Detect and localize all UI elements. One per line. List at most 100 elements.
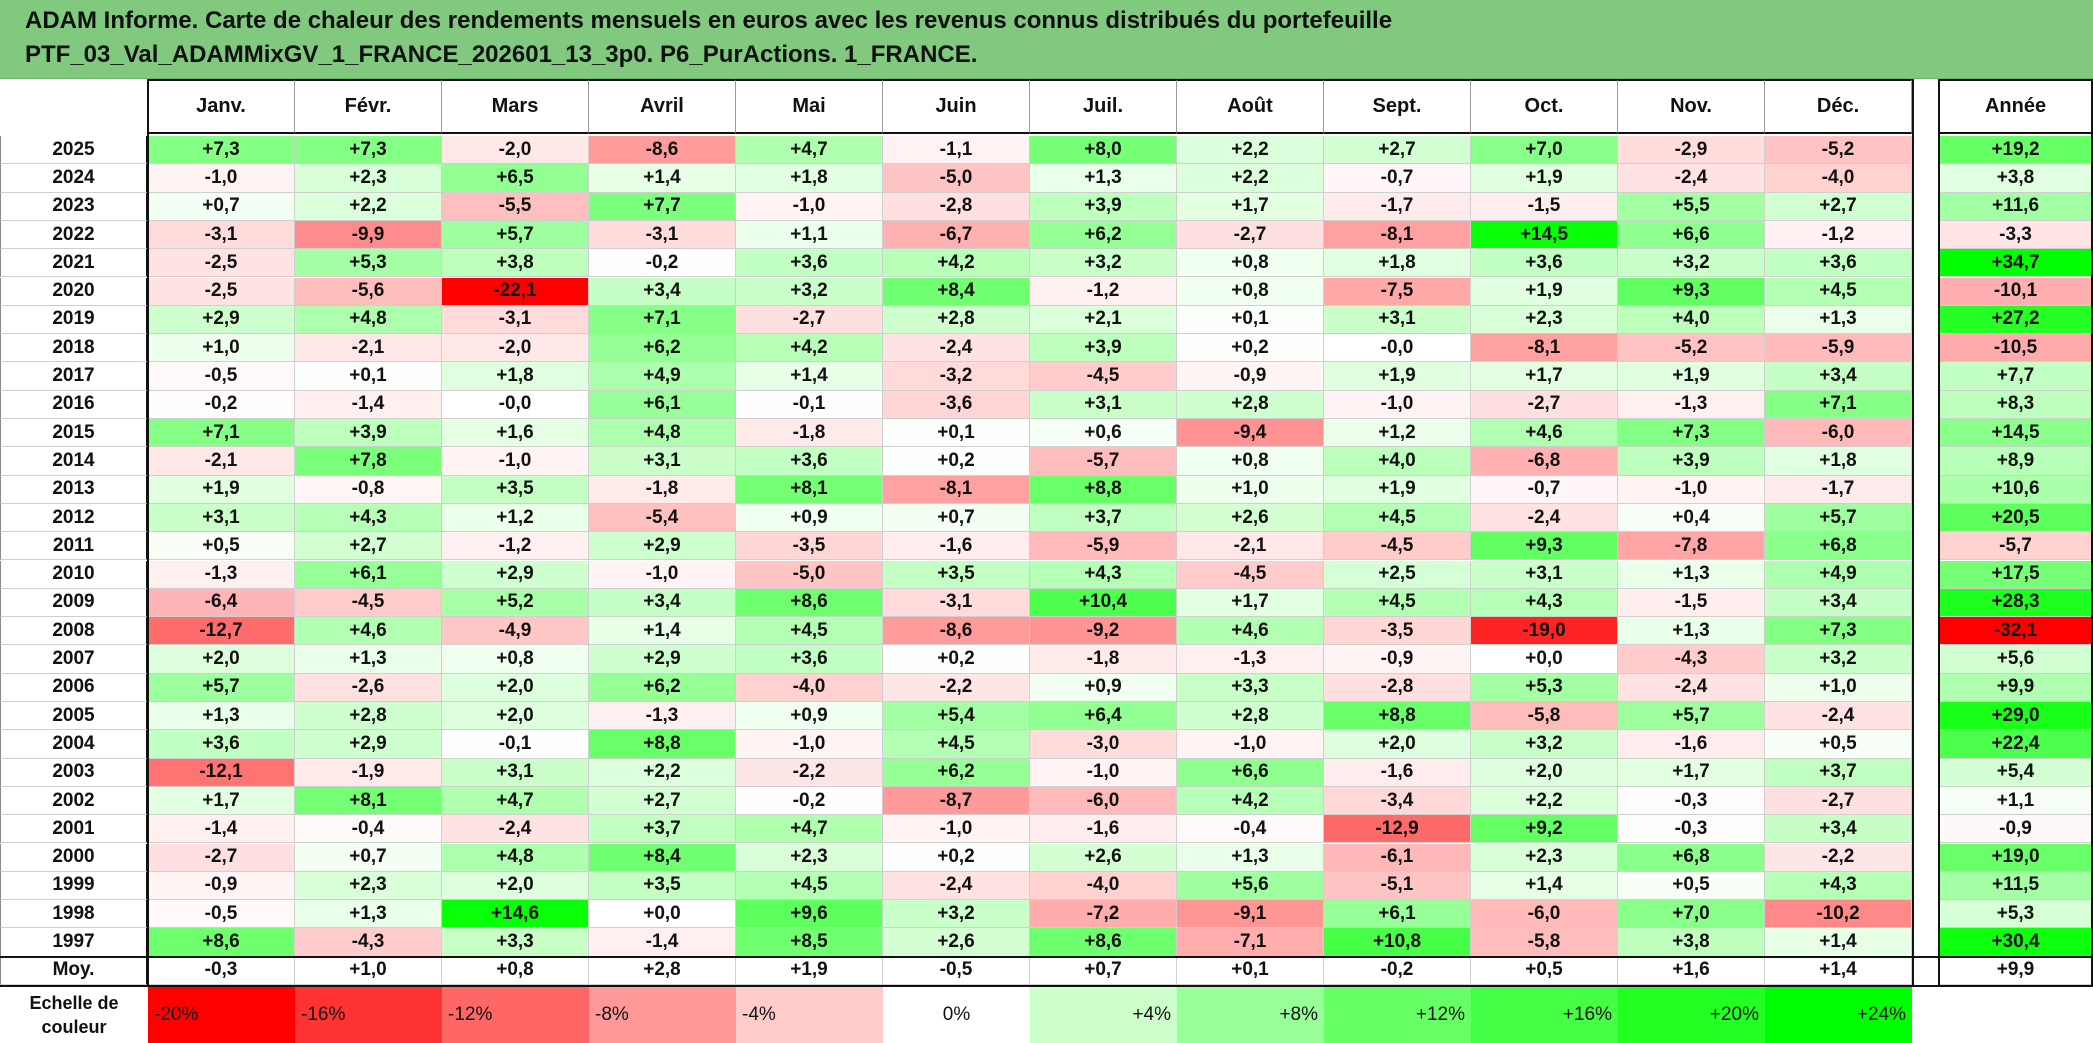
heat-cell: +6,6 bbox=[1177, 758, 1324, 787]
heat-cell: -6,8 bbox=[1471, 447, 1618, 476]
heat-cell: +2,2 bbox=[295, 192, 442, 221]
heat-cell: +2,3 bbox=[1471, 305, 1618, 335]
heat-cell: +2,7 bbox=[589, 786, 736, 816]
heat-cell: -9,1 bbox=[1177, 900, 1324, 929]
heat-cell: +3,4 bbox=[1765, 362, 1912, 391]
heat-cell: +14,6 bbox=[442, 900, 589, 929]
heat-cell: +1,3 bbox=[148, 702, 295, 731]
color-scale-step: +8% bbox=[1177, 987, 1324, 1043]
heat-cell: -5,9 bbox=[1030, 532, 1177, 561]
heat-cell: -0,2 bbox=[589, 249, 736, 278]
heat-cell: -1,2 bbox=[1765, 220, 1912, 250]
heat-cell: -0,3 bbox=[1618, 815, 1765, 844]
heat-cell: -0,2 bbox=[736, 786, 883, 816]
heat-cell: -6,1 bbox=[1324, 843, 1471, 872]
year-label: 2000 bbox=[0, 843, 148, 872]
heat-cell: +6,2 bbox=[883, 758, 1030, 787]
heat-cell: +4,8 bbox=[442, 843, 589, 872]
heat-cell: -1,7 bbox=[1765, 475, 1912, 504]
heat-cell: -0,4 bbox=[1177, 815, 1324, 844]
color-scale-step: -4% bbox=[736, 987, 883, 1043]
average-cell: +1,9 bbox=[736, 956, 883, 985]
heat-cell: +0,5 bbox=[1765, 730, 1912, 759]
heat-cell: -0,9 bbox=[1177, 362, 1324, 391]
heat-cell: -0,4 bbox=[295, 815, 442, 844]
heat-cell: -5,1 bbox=[1324, 871, 1471, 901]
heat-cell: +4,0 bbox=[1618, 305, 1765, 335]
heat-cell: -2,9 bbox=[1618, 136, 1765, 165]
heat-cell: -0,9 bbox=[1324, 645, 1471, 674]
heat-cell: +4,5 bbox=[736, 617, 883, 646]
heat-cell: +1,3 bbox=[295, 900, 442, 929]
heat-cell: +0,0 bbox=[1471, 645, 1618, 674]
heat-cell: +3,6 bbox=[148, 730, 295, 759]
heat-cell: +6,6 bbox=[1618, 220, 1765, 250]
year-label: 2012 bbox=[0, 503, 148, 533]
heat-cell: -2,1 bbox=[295, 334, 442, 363]
heat-cell: +2,6 bbox=[1177, 503, 1324, 533]
heat-cell: +1,8 bbox=[442, 362, 589, 391]
heat-cell: +3,2 bbox=[1471, 730, 1618, 759]
heat-cell: +8,5 bbox=[736, 928, 883, 957]
heat-cell: -2,0 bbox=[442, 334, 589, 363]
heat-cell: +5,3 bbox=[1471, 673, 1618, 702]
year-total-cell: +14,5 bbox=[1939, 419, 2093, 448]
heat-cell: -2,4 bbox=[883, 334, 1030, 363]
heat-cell: -0,0 bbox=[442, 390, 589, 419]
heat-cell: -2,2 bbox=[736, 758, 883, 787]
heat-cell: +3,7 bbox=[1765, 758, 1912, 787]
heat-cell: +1,9 bbox=[148, 475, 295, 504]
heat-cell: +1,6 bbox=[442, 419, 589, 448]
heat-cell: -1,5 bbox=[1471, 192, 1618, 221]
heat-cell: -0,3 bbox=[1618, 786, 1765, 816]
heat-cell: -1,9 bbox=[295, 758, 442, 787]
color-scale-step: +4% bbox=[1030, 987, 1177, 1043]
heat-cell: +3,1 bbox=[1324, 305, 1471, 335]
heat-cell: +4,5 bbox=[1765, 277, 1912, 306]
heat-cell: +0,4 bbox=[1618, 503, 1765, 533]
heat-cell: +4,5 bbox=[883, 730, 1030, 759]
year-label: 2011 bbox=[0, 532, 148, 561]
heat-cell: -3,1 bbox=[589, 220, 736, 250]
heat-cell: +3,1 bbox=[1030, 390, 1177, 419]
heat-cell: -2,5 bbox=[148, 277, 295, 306]
heat-cell: +3,6 bbox=[736, 645, 883, 674]
color-scale-step: +12% bbox=[1324, 987, 1471, 1043]
average-total-cell: +9,9 bbox=[1939, 956, 2093, 985]
heat-cell: -3,2 bbox=[883, 362, 1030, 391]
month-header: Oct. bbox=[1471, 79, 1618, 134]
month-header: Janv. bbox=[148, 79, 295, 134]
heat-cell: -2,2 bbox=[883, 673, 1030, 702]
year-label: 2019 bbox=[0, 305, 148, 335]
average-cell: +1,6 bbox=[1618, 956, 1765, 985]
month-header: Nov. bbox=[1618, 79, 1765, 134]
heat-cell: -4,0 bbox=[1030, 871, 1177, 901]
color-scale-label: Echelle de couleur bbox=[0, 987, 148, 1043]
heat-cell: +2,7 bbox=[295, 532, 442, 561]
heat-cell: +3,8 bbox=[1618, 928, 1765, 957]
year-column-border bbox=[147, 79, 149, 985]
heat-cell: +1,3 bbox=[1177, 843, 1324, 872]
heat-cell: -1,8 bbox=[589, 475, 736, 504]
heat-cell: +0,9 bbox=[736, 503, 883, 533]
heat-cell: +2,8 bbox=[883, 305, 1030, 335]
heat-cell: +3,1 bbox=[589, 447, 736, 476]
heat-cell: +3,2 bbox=[1618, 249, 1765, 278]
year-label: 2009 bbox=[0, 588, 148, 618]
heat-cell: +1,3 bbox=[1765, 305, 1912, 335]
heat-cell: -1,0 bbox=[1618, 475, 1765, 504]
heat-cell: +7,3 bbox=[295, 136, 442, 165]
heat-cell: +2,0 bbox=[148, 645, 295, 674]
heat-cell: -6,0 bbox=[1471, 900, 1618, 929]
heat-cell: +8,8 bbox=[1030, 475, 1177, 504]
heat-cell: -2,7 bbox=[736, 305, 883, 335]
heat-cell: +10,8 bbox=[1324, 928, 1471, 957]
heat-cell: +3,9 bbox=[1030, 334, 1177, 363]
heat-cell: -4,3 bbox=[295, 928, 442, 957]
year-total-cell: +8,3 bbox=[1939, 390, 2093, 419]
heat-cell: -7,1 bbox=[1177, 928, 1324, 957]
heat-cell: -6,7 bbox=[883, 220, 1030, 250]
heat-cell: -2,7 bbox=[1471, 390, 1618, 419]
year-total-cell: +1,1 bbox=[1939, 786, 2093, 816]
heat-cell: -2,6 bbox=[295, 673, 442, 702]
